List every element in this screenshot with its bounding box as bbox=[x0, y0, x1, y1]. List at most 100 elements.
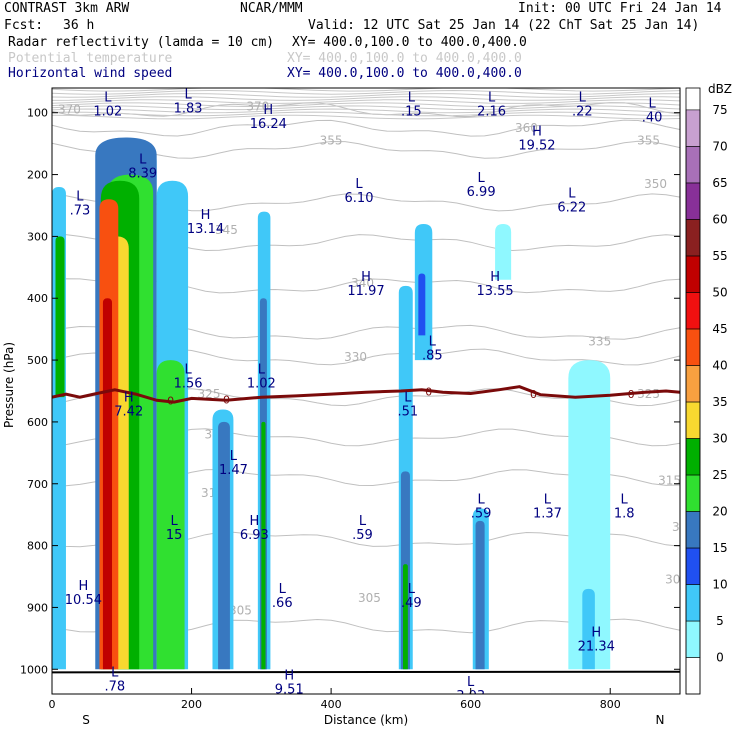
colorbar: dBZ 0 5 10 15 20 25 30 35 40 45 50 55 60 65 70 75 bbox=[685, 82, 732, 695]
y-tick-label: 1000 bbox=[20, 663, 48, 676]
colorbar-label: 45 bbox=[712, 322, 727, 336]
theta-contour-upper bbox=[52, 99, 680, 104]
theta-contour-upper bbox=[52, 108, 680, 114]
extremum-type: L bbox=[111, 666, 119, 681]
theta-label: 305 bbox=[665, 573, 688, 587]
extremum-value: 7.42 bbox=[114, 404, 143, 419]
extremum-type: L bbox=[478, 171, 486, 186]
extremum-value: 1.02 bbox=[247, 377, 276, 392]
extremum-value: .78 bbox=[104, 680, 125, 695]
extremum-type: L bbox=[467, 675, 475, 690]
y-tick-label: 900 bbox=[27, 601, 48, 614]
theta-label: 340 bbox=[351, 276, 374, 290]
extremum-value: .85 bbox=[422, 349, 443, 364]
extremum-type: L bbox=[488, 90, 496, 105]
colorbar-label: 75 bbox=[712, 103, 727, 117]
colorbar-label: 0 bbox=[716, 650, 724, 664]
field3-name: Horizontal wind speed bbox=[8, 66, 173, 81]
freezing-level: 0 0 0 0 0 bbox=[52, 385, 680, 407]
extremum-value: .40 bbox=[642, 111, 663, 126]
theta-contour-upper bbox=[52, 89, 680, 95]
extremum-value: 1.8 bbox=[614, 506, 635, 521]
extremum-type: H bbox=[361, 270, 371, 285]
extremum-value: 21.34 bbox=[578, 639, 615, 654]
init-time: Init: 00 UTC Fri 24 Jan 14 bbox=[518, 1, 722, 16]
colorbar-swatch bbox=[685, 219, 701, 257]
reflectivity-column-770-core bbox=[582, 588, 595, 670]
extremum-type: L bbox=[408, 90, 416, 105]
colorbar-swatch bbox=[685, 584, 701, 622]
field1-xy: XY= 400.0,100.0 to 400.0,400.0 bbox=[292, 35, 527, 50]
extremum-type: L bbox=[544, 492, 552, 507]
reflectivity-column-610-core bbox=[475, 520, 485, 670]
colorbar-label: 10 bbox=[712, 577, 727, 591]
colorbar-swatch bbox=[685, 547, 701, 585]
colorbar-swatch bbox=[685, 438, 701, 476]
center-name: NCAR/MMM bbox=[240, 1, 303, 16]
field2-name: Potential temperature bbox=[8, 51, 173, 66]
extremum-value: .59 bbox=[471, 506, 492, 521]
reflectivity-column-500-green bbox=[402, 564, 408, 670]
extremum-type: H bbox=[284, 669, 294, 684]
plot-frame bbox=[51, 87, 681, 695]
colorbar-swatch bbox=[685, 146, 701, 184]
y-tick-label: 200 bbox=[27, 169, 48, 182]
extremum-type: L bbox=[230, 449, 238, 464]
y-tick-label: 600 bbox=[27, 416, 48, 429]
extremum-type: H bbox=[249, 514, 259, 529]
colorbar-label: 30 bbox=[712, 431, 727, 445]
extremum-value: 9.51 bbox=[275, 683, 304, 698]
x-axis-start-label: S bbox=[82, 713, 90, 727]
colorbar-label: 50 bbox=[712, 285, 727, 299]
fcst-value: 36 h bbox=[63, 18, 95, 33]
y-axis: 100 200 300 400 500 600 700 800 900 1000 bbox=[20, 107, 680, 676]
freezing-level-label: 0 bbox=[425, 386, 432, 399]
extremum-value: .66 bbox=[272, 596, 293, 611]
colorbar-unit: dBZ bbox=[708, 82, 732, 96]
ground-surface bbox=[52, 670, 680, 674]
freezing-level-line bbox=[52, 385, 680, 404]
extremum-value: 6.93 bbox=[240, 528, 269, 543]
extremum-type: L bbox=[478, 492, 486, 507]
model-title: CONTRAST 3km ARW bbox=[4, 1, 130, 16]
theta-label: 315 bbox=[658, 474, 681, 488]
extremum-type: L bbox=[359, 514, 367, 529]
colorbar-label: 60 bbox=[712, 212, 727, 226]
theta-label: 310 bbox=[672, 520, 695, 534]
x-tick-label: 0 bbox=[49, 698, 56, 711]
colorbar-label: 65 bbox=[712, 176, 727, 190]
theta-label: 355 bbox=[320, 134, 343, 148]
y-tick-label: 800 bbox=[27, 540, 48, 553]
extremum-value: .22 bbox=[572, 104, 593, 119]
x-tick-label: 400 bbox=[321, 698, 342, 711]
theta-contour-upper bbox=[52, 102, 680, 107]
theta-label: 335 bbox=[588, 335, 611, 349]
theta-label: 370 bbox=[58, 103, 81, 117]
extremum-value: 2.16 bbox=[477, 104, 506, 119]
x-tick-label: 200 bbox=[181, 698, 202, 711]
theta-contour-upper bbox=[52, 105, 680, 111]
extremum-type: L bbox=[404, 390, 412, 405]
theta-contour-360 bbox=[52, 119, 680, 137]
theta-contour-upper bbox=[52, 114, 680, 120]
reflectivity-column-640-outer bbox=[495, 224, 512, 280]
extremum-value: 13.55 bbox=[476, 284, 513, 299]
extremum-value: 1.83 bbox=[174, 101, 203, 116]
extremum-type: L bbox=[568, 186, 576, 201]
fcst-label: Fcst: bbox=[4, 18, 44, 33]
extremum-type: L bbox=[104, 90, 112, 105]
colorbar-swatch bbox=[685, 657, 701, 695]
reflectivity-column-420-core bbox=[418, 273, 426, 336]
extremum-value: 1.56 bbox=[174, 377, 203, 392]
colorbar-swatch bbox=[685, 474, 701, 512]
colorbar-swatch bbox=[685, 182, 701, 220]
extremum-value: 1.47 bbox=[219, 463, 248, 478]
theta-label: 355 bbox=[637, 134, 660, 148]
extremum-value: 8.39 bbox=[128, 166, 157, 181]
extremum-type: L bbox=[279, 582, 287, 597]
colorbar-swatch bbox=[685, 620, 701, 658]
extremum-type: L bbox=[184, 363, 192, 378]
extremum-value: 6.22 bbox=[557, 200, 586, 215]
extremum-value: 13.14 bbox=[187, 222, 224, 237]
